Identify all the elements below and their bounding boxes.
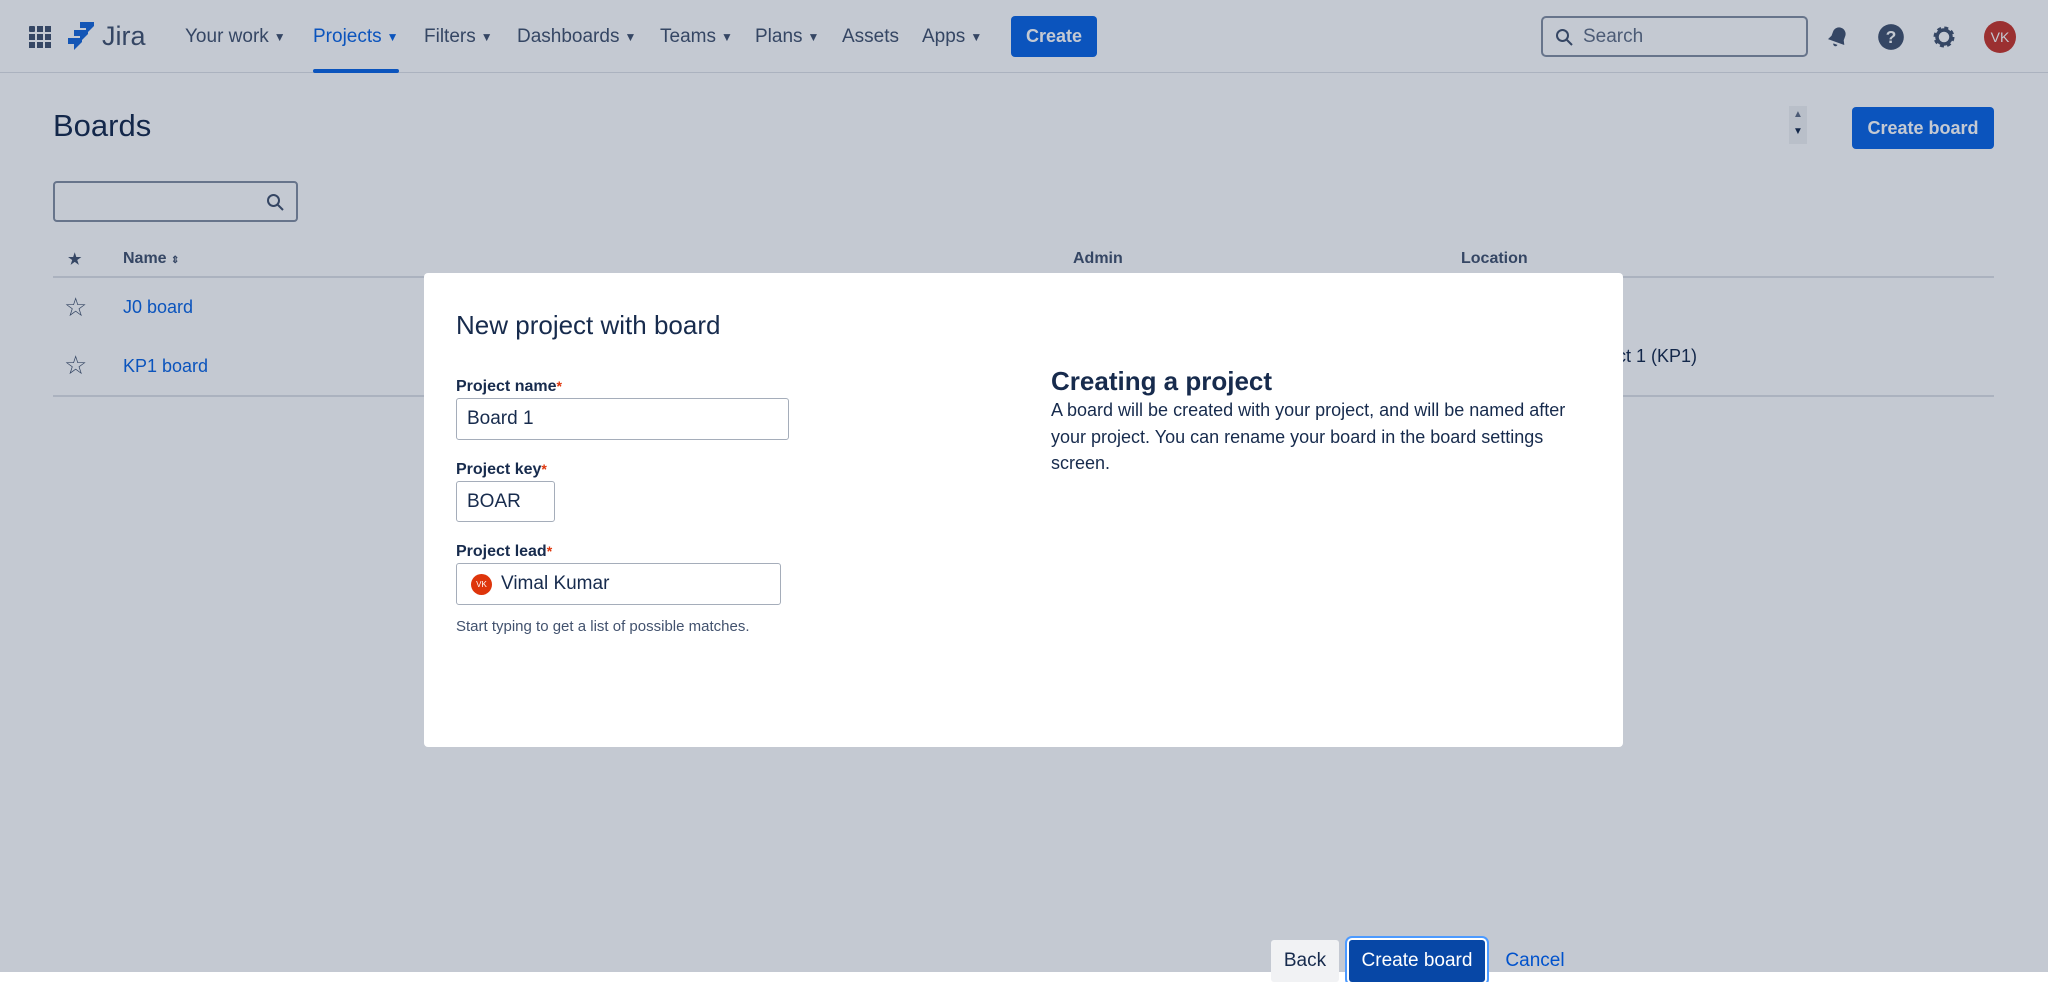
- search-icon: [1556, 28, 1573, 46]
- svg-text:?: ?: [1886, 27, 1897, 47]
- column-name[interactable]: Name ⇕: [123, 250, 179, 268]
- create-board-button[interactable]: Create board: [1852, 107, 1994, 149]
- dialog-title: New project with board: [456, 310, 721, 340]
- nav-apps[interactable]: Apps ▼: [922, 0, 982, 73]
- star-icon[interactable]: ☆: [64, 292, 88, 322]
- jira-logo[interactable]: Jira: [68, 20, 146, 52]
- column-label: Name: [123, 250, 167, 267]
- jira-logo-icon: [68, 22, 94, 50]
- column-admin: Admin: [1073, 250, 1123, 267]
- chevron-down-icon: ▼: [480, 29, 493, 44]
- nav-plans[interactable]: Plans ▼: [755, 0, 819, 73]
- sort-stepper[interactable]: ▲ ▼: [1789, 106, 1807, 144]
- cancel-button[interactable]: Cancel: [1505, 950, 1565, 971]
- chevron-down-icon: ▼: [970, 29, 983, 44]
- avatar[interactable]: VK: [1984, 21, 2016, 53]
- board-link[interactable]: KP1 board: [123, 356, 209, 376]
- chevron-down-icon: ▼: [720, 29, 733, 44]
- chevron-down-icon: ▼: [386, 29, 399, 44]
- nav-projects[interactable]: Projects ▼: [313, 0, 399, 73]
- search-input[interactable]: Search: [1541, 16, 1808, 57]
- arrow-down-icon[interactable]: ▼: [1793, 126, 1803, 137]
- search-icon: [267, 194, 284, 211]
- sort-icon: ⇕: [171, 255, 180, 266]
- nav-label: Projects: [313, 25, 382, 47]
- board-link[interactable]: J0 board: [123, 297, 194, 317]
- back-button[interactable]: Back: [1271, 940, 1339, 982]
- project-lead-help: Start typing to get a list of possible m…: [456, 618, 750, 635]
- settings-gear-icon[interactable]: [1929, 22, 1959, 52]
- starred-column-icon: ★: [68, 251, 82, 268]
- nav-label: Plans: [755, 25, 803, 47]
- new-project-dialog: New project with board Project name* Boa…: [424, 273, 1623, 982]
- nav-label: Your work: [185, 25, 269, 47]
- search-placeholder: Search: [1583, 25, 1644, 47]
- project-key-input[interactable]: BOAR: [456, 481, 555, 522]
- location-link[interactable]: ct 1 (KP1): [1617, 346, 1698, 366]
- app-switcher-icon[interactable]: [29, 26, 51, 48]
- create-button[interactable]: Create: [1011, 16, 1097, 57]
- page-title: Boards: [53, 108, 152, 143]
- project-lead-picker[interactable]: VK Vimal Kumar: [456, 563, 781, 605]
- arrow-up-icon[interactable]: ▲: [1793, 109, 1803, 120]
- chevron-down-icon: ▼: [807, 29, 820, 44]
- create-board-submit-button[interactable]: Create board: [1349, 940, 1485, 982]
- info-title: Creating a project: [1051, 366, 1273, 396]
- project-name-input[interactable]: Board 1: [456, 398, 789, 440]
- info-text: A board will be created with your projec…: [1051, 400, 1566, 473]
- project-name-label: Project name*: [456, 378, 562, 395]
- star-icon[interactable]: ☆: [64, 350, 88, 380]
- top-navigation: Jira Your work ▼ Projects ▼ Filters ▼ Dashb…: [0, 0, 2048, 73]
- project-key-label: Project key*: [456, 461, 547, 478]
- nav-your-work[interactable]: Your work ▼: [185, 0, 286, 73]
- boards-search-input[interactable]: [53, 181, 298, 222]
- nav-label: Dashboards: [517, 25, 620, 47]
- project-lead-label: Project lead*: [456, 543, 553, 560]
- project-lead-value: Vimal Kumar: [501, 573, 610, 594]
- nav-label: Apps: [922, 25, 966, 47]
- nav-label: Teams: [660, 25, 716, 47]
- nav-assets[interactable]: Assets: [842, 0, 899, 73]
- help-icon[interactable]: ?: [1876, 22, 1906, 52]
- nav-label: Filters: [424, 25, 476, 47]
- app-name: Jira: [102, 20, 146, 51]
- chevron-down-icon: ▼: [273, 29, 286, 44]
- nav-filters[interactable]: Filters ▼: [424, 0, 493, 73]
- user-avatar: VK: [471, 573, 492, 595]
- nav-teams[interactable]: Teams ▼: [660, 0, 733, 73]
- chevron-down-icon: ▼: [624, 29, 637, 44]
- nav-dashboards[interactable]: Dashboards ▼: [517, 0, 636, 73]
- notifications-bell-icon[interactable]: [1823, 22, 1853, 52]
- column-location: Location: [1461, 250, 1528, 267]
- nav-label: Assets: [842, 25, 900, 47]
